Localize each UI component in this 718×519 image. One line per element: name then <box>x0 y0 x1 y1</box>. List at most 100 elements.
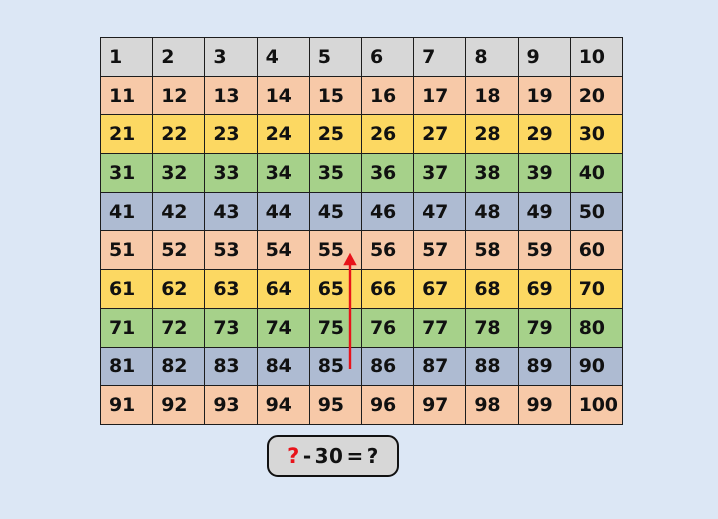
chart-cell-63[interactable]: 63 <box>204 269 258 309</box>
chart-cell-35[interactable]: 35 <box>308 153 362 193</box>
chart-cell-50[interactable]: 50 <box>569 191 623 232</box>
chart-cell-92[interactable]: 92 <box>152 385 206 425</box>
chart-cell-49[interactable]: 49 <box>517 191 571 232</box>
chart-cell-61[interactable]: 61 <box>99 269 154 309</box>
chart-cell-58[interactable]: 58 <box>465 230 519 271</box>
chart-cell-73[interactable]: 73 <box>204 307 258 348</box>
chart-cell-83[interactable]: 83 <box>204 346 258 387</box>
chart-cell-22[interactable]: 22 <box>152 114 206 155</box>
chart-cell-96[interactable]: 96 <box>360 385 415 425</box>
chart-cell-23[interactable]: 23 <box>204 114 258 155</box>
chart-cell-90[interactable]: 90 <box>569 346 623 387</box>
chart-cell-34[interactable]: 34 <box>256 153 310 193</box>
chart-cell-77[interactable]: 77 <box>413 307 467 348</box>
chart-cell-10[interactable]: 10 <box>569 37 623 77</box>
chart-cell-78[interactable]: 78 <box>465 307 519 348</box>
chart-cell-72[interactable]: 72 <box>152 307 206 348</box>
chart-cell-41[interactable]: 41 <box>99 191 154 232</box>
chart-cell-32[interactable]: 32 <box>152 153 206 193</box>
chart-cell-93[interactable]: 93 <box>204 385 258 425</box>
chart-cell-52[interactable]: 52 <box>152 230 206 271</box>
chart-cell-80[interactable]: 80 <box>569 307 623 348</box>
chart-cell-3[interactable]: 3 <box>204 37 258 77</box>
chart-cell-15[interactable]: 15 <box>308 75 362 116</box>
chart-cell-57[interactable]: 57 <box>413 230 467 271</box>
chart-cell-17[interactable]: 17 <box>413 75 467 116</box>
chart-cell-21[interactable]: 21 <box>99 114 154 155</box>
chart-cell-53[interactable]: 53 <box>204 230 258 271</box>
chart-cell-81[interactable]: 81 <box>99 346 154 387</box>
chart-cell-11[interactable]: 11 <box>99 75 154 116</box>
chart-cell-100[interactable]: 100 <box>569 385 623 425</box>
chart-cell-40[interactable]: 40 <box>569 153 623 193</box>
chart-cell-5[interactable]: 5 <box>308 37 362 77</box>
chart-cell-33[interactable]: 33 <box>204 153 258 193</box>
chart-cell-27[interactable]: 27 <box>413 114 467 155</box>
chart-cell-55[interactable]: 55 <box>308 230 362 271</box>
chart-cell-47[interactable]: 47 <box>413 191 467 232</box>
chart-cell-42[interactable]: 42 <box>152 191 206 232</box>
chart-cell-38[interactable]: 38 <box>465 153 519 193</box>
chart-cell-99[interactable]: 99 <box>517 385 571 425</box>
chart-cell-51[interactable]: 51 <box>99 230 154 271</box>
chart-cell-18[interactable]: 18 <box>465 75 519 116</box>
chart-cell-84[interactable]: 84 <box>256 346 310 387</box>
chart-cell-13[interactable]: 13 <box>204 75 258 116</box>
chart-cell-6[interactable]: 6 <box>360 37 415 77</box>
chart-cell-12[interactable]: 12 <box>152 75 206 116</box>
chart-cell-16[interactable]: 16 <box>360 75 415 116</box>
chart-cell-70[interactable]: 70 <box>569 269 623 309</box>
chart-cell-31[interactable]: 31 <box>99 153 154 193</box>
chart-cell-25[interactable]: 25 <box>308 114 362 155</box>
chart-cell-29[interactable]: 29 <box>517 114 571 155</box>
chart-cell-97[interactable]: 97 <box>413 385 467 425</box>
chart-cell-98[interactable]: 98 <box>465 385 519 425</box>
chart-cell-2[interactable]: 2 <box>152 37 206 77</box>
chart-cell-24[interactable]: 24 <box>256 114 310 155</box>
chart-cell-14[interactable]: 14 <box>256 75 310 116</box>
chart-cell-8[interactable]: 8 <box>465 37 519 77</box>
chart-cell-74[interactable]: 74 <box>256 307 310 348</box>
chart-cell-75[interactable]: 75 <box>308 307 362 348</box>
chart-cell-66[interactable]: 66 <box>360 269 415 309</box>
chart-cell-56[interactable]: 56 <box>360 230 415 271</box>
chart-cell-59[interactable]: 59 <box>517 230 571 271</box>
chart-cell-67[interactable]: 67 <box>413 269 467 309</box>
chart-cell-37[interactable]: 37 <box>413 153 467 193</box>
chart-cell-91[interactable]: 91 <box>99 385 154 425</box>
chart-cell-82[interactable]: 82 <box>152 346 206 387</box>
chart-cell-65[interactable]: 65 <box>308 269 362 309</box>
chart-cell-4[interactable]: 4 <box>256 37 310 77</box>
chart-cell-30[interactable]: 30 <box>569 114 623 155</box>
chart-cell-9[interactable]: 9 <box>517 37 571 77</box>
chart-cell-88[interactable]: 88 <box>465 346 519 387</box>
chart-cell-19[interactable]: 19 <box>517 75 571 116</box>
chart-cell-26[interactable]: 26 <box>360 114 415 155</box>
chart-cell-69[interactable]: 69 <box>517 269 571 309</box>
chart-cell-54[interactable]: 54 <box>256 230 310 271</box>
chart-cell-95[interactable]: 95 <box>308 385 362 425</box>
chart-cell-36[interactable]: 36 <box>360 153 415 193</box>
chart-cell-48[interactable]: 48 <box>465 191 519 232</box>
chart-cell-39[interactable]: 39 <box>517 153 571 193</box>
chart-cell-79[interactable]: 79 <box>517 307 571 348</box>
chart-cell-62[interactable]: 62 <box>152 269 206 309</box>
chart-cell-1[interactable]: 1 <box>99 37 154 77</box>
chart-cell-94[interactable]: 94 <box>256 385 310 425</box>
chart-cell-7[interactable]: 7 <box>413 37 467 77</box>
chart-cell-87[interactable]: 87 <box>413 346 467 387</box>
chart-cell-20[interactable]: 20 <box>569 75 623 116</box>
chart-cell-45[interactable]: 45 <box>308 191 362 232</box>
chart-cell-46[interactable]: 46 <box>360 191 415 232</box>
chart-cell-86[interactable]: 86 <box>360 346 415 387</box>
chart-cell-60[interactable]: 60 <box>569 230 623 271</box>
chart-cell-44[interactable]: 44 <box>256 191 310 232</box>
chart-cell-43[interactable]: 43 <box>204 191 258 232</box>
chart-cell-68[interactable]: 68 <box>465 269 519 309</box>
chart-cell-28[interactable]: 28 <box>465 114 519 155</box>
chart-cell-highlighted-85[interactable]: 85 <box>308 346 362 387</box>
chart-cell-64[interactable]: 64 <box>256 269 310 309</box>
chart-cell-71[interactable]: 71 <box>99 307 154 348</box>
chart-cell-89[interactable]: 89 <box>517 346 571 387</box>
chart-cell-76[interactable]: 76 <box>360 307 415 348</box>
